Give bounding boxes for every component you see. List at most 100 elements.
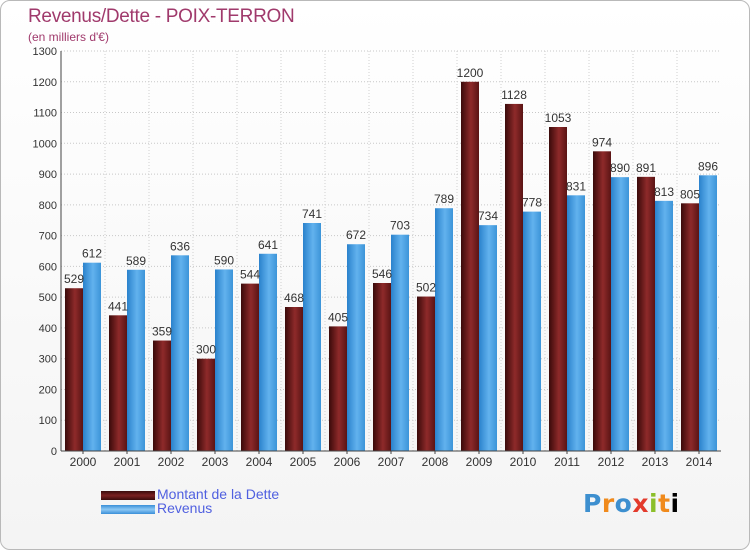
data-label-revenus: 590 (214, 253, 234, 267)
legend-swatch-revenus (101, 505, 155, 514)
data-label-revenus: 813 (654, 185, 674, 199)
legend-swatch-dette (101, 491, 155, 500)
bar-revenus (391, 234, 409, 451)
data-label-revenus: 831 (566, 179, 586, 193)
bar-dette (417, 296, 435, 451)
bar-revenus (655, 200, 673, 451)
data-label-dette: 1200 (457, 66, 484, 80)
bar-revenus (611, 177, 629, 451)
bar-revenus (127, 269, 145, 451)
logo-letter: i (670, 489, 680, 518)
data-label-dette: 1128 (501, 88, 527, 102)
data-label-revenus: 672 (346, 228, 366, 242)
bar-dette (593, 151, 611, 452)
data-label-revenus: 589 (126, 254, 146, 268)
y-tick-label: 300 (39, 354, 57, 366)
data-label-revenus: 896 (698, 159, 718, 173)
data-label-dette: 502 (416, 281, 436, 295)
y-tick-label: 400 (39, 323, 57, 335)
x-tick-label: 2005 (290, 455, 317, 469)
bar-dette (373, 283, 391, 451)
data-label-dette: 544 (240, 268, 260, 282)
bar-revenus (303, 223, 321, 451)
y-tick-label: 900 (39, 169, 57, 181)
data-label-revenus: 890 (610, 161, 630, 175)
data-label-dette: 974 (592, 135, 612, 149)
data-label-dette: 546 (372, 267, 392, 281)
bar-dette (241, 283, 259, 451)
bar-revenus (523, 211, 541, 451)
bar-dette (505, 103, 523, 451)
bar-dette (285, 307, 303, 451)
y-tick-label: 1100 (33, 108, 57, 120)
y-tick-label: 1200 (33, 77, 57, 89)
chart-subtitle: (en milliers d'€) (28, 30, 109, 44)
bar-revenus (83, 262, 101, 451)
legend-label-revenus: Revenus (157, 500, 213, 516)
bar-dette (65, 288, 83, 451)
bar-revenus (171, 255, 189, 451)
logo-letter: o (614, 489, 633, 518)
x-tick-label: 2004 (246, 455, 273, 469)
proxiti-logo: Proxiti (583, 489, 680, 518)
data-label-dette: 891 (636, 161, 656, 175)
data-label-dette: 529 (64, 272, 84, 286)
axes: 0 100 200 300 400 500 600 700 800 900 1000 1100 1200… (33, 46, 721, 469)
x-tick-label: 2007 (378, 455, 405, 469)
data-label-revenus: 778 (522, 196, 542, 210)
logo-letter: r (601, 489, 615, 518)
y-tick-label: 0 (51, 446, 57, 458)
y-tick-label: 200 (39, 384, 57, 396)
data-label-dette: 441 (108, 299, 128, 313)
x-tick-label: 2010 (510, 455, 537, 469)
bar-revenus (479, 225, 497, 451)
y-tick-label: 1000 (33, 138, 57, 150)
data-label-revenus: 703 (390, 219, 410, 233)
bar-revenus (347, 244, 365, 451)
x-tick-label: 2012 (598, 455, 625, 469)
bar-dette (681, 203, 699, 451)
y-tick-label: 600 (39, 261, 57, 273)
logo-letter: t (658, 489, 671, 518)
data-label-revenus: 734 (478, 209, 498, 223)
legend-label-dette: Montant de la Dette (157, 486, 280, 502)
data-label-revenus: 612 (82, 247, 102, 261)
y-tick-label: 1300 (33, 46, 57, 58)
bar-dette (109, 315, 127, 451)
data-label-revenus: 741 (302, 207, 322, 221)
data-label-dette: 405 (328, 310, 348, 324)
bar-dette (461, 81, 479, 452)
x-tick-label: 2008 (422, 455, 449, 469)
bar-revenus (259, 253, 277, 451)
x-tick-label: 2009 (466, 455, 493, 469)
x-tick-label: 2000 (70, 455, 97, 469)
y-tick-label: 500 (39, 292, 57, 304)
data-label-dette: 468 (284, 291, 304, 305)
logo-letter: x (632, 489, 649, 518)
bar-revenus (699, 175, 717, 452)
data-label-dette: 805 (680, 187, 700, 201)
y-tick-label: 100 (39, 415, 57, 427)
bar-dette (549, 127, 567, 451)
bar-dette (637, 176, 655, 451)
x-tick-label: 2014 (686, 455, 713, 469)
bar-dette (197, 358, 215, 451)
bar-revenus (567, 195, 585, 451)
chart-title: Revenus/Dette - POIX-TERRON (28, 6, 295, 27)
data-label-revenus: 636 (170, 239, 190, 253)
data-label-dette: 1053 (545, 111, 572, 125)
bar-dette (329, 326, 347, 451)
bar-revenus (435, 208, 453, 451)
bars (65, 81, 717, 452)
x-tick-label: 2003 (202, 455, 229, 469)
x-tick-label: 2002 (158, 455, 185, 469)
y-tick-label: 800 (39, 200, 57, 212)
logo-letter: i (649, 489, 659, 518)
data-labels: 529 612 441 589 359 636 300 590 544 641 468 741 405 6… (64, 66, 718, 357)
x-tick-label: 2013 (642, 455, 669, 469)
bar-dette (153, 340, 171, 451)
y-tick-label: 700 (39, 231, 57, 243)
x-tick-label: 2011 (554, 455, 580, 469)
